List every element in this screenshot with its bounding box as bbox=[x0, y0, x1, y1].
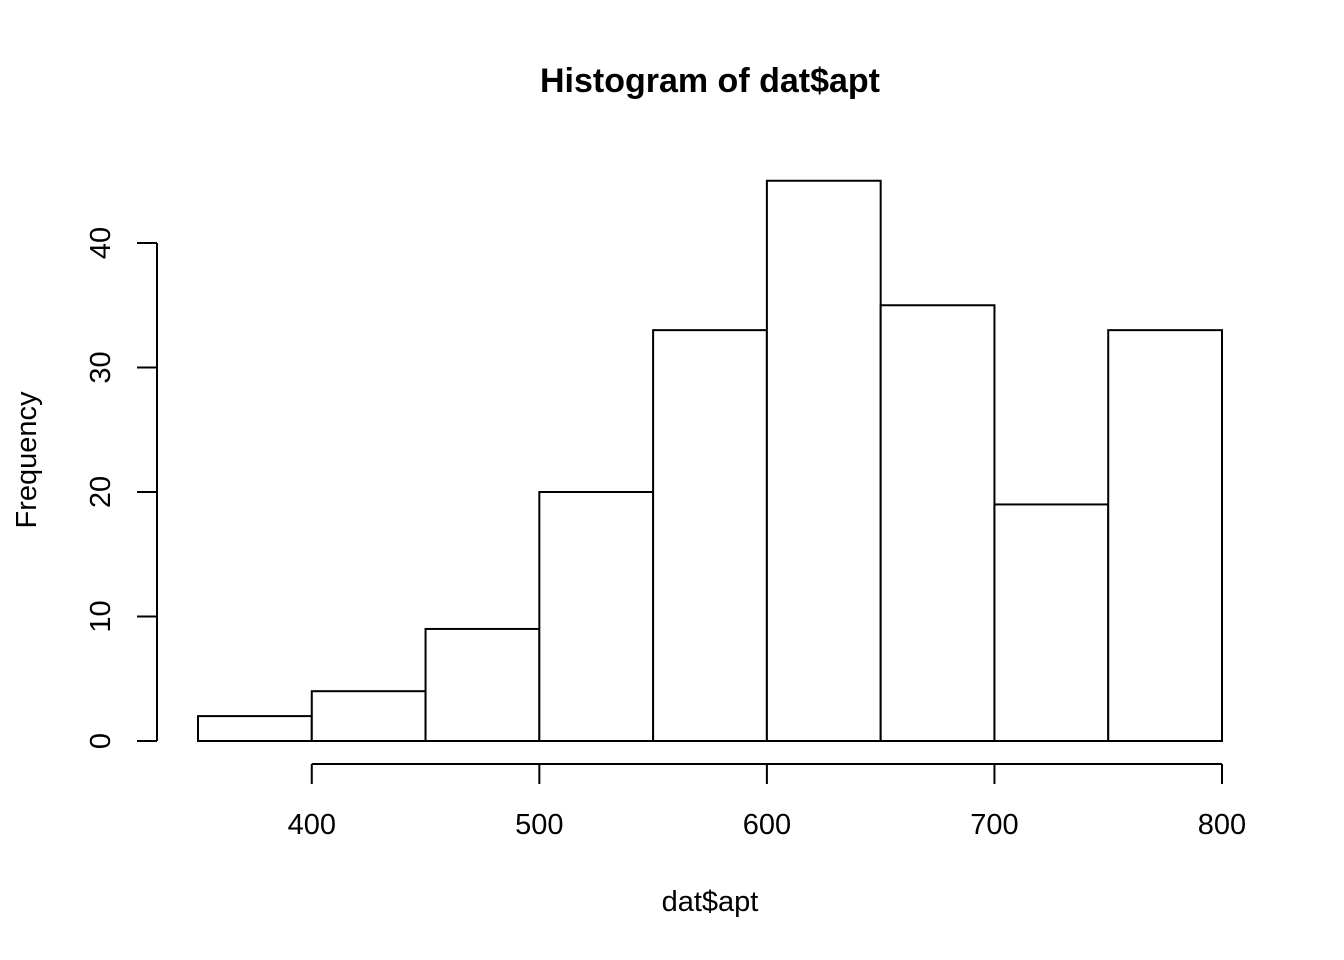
histogram-bar-700-750 bbox=[993, 503, 1110, 743]
y-tick-label: 20 bbox=[85, 476, 117, 508]
histogram-bar-600-650 bbox=[765, 179, 882, 742]
x-tick-label: 600 bbox=[743, 809, 791, 841]
chart-title: Histogram of dat$apt bbox=[540, 62, 880, 100]
y-tick-label: 30 bbox=[85, 351, 117, 383]
x-axis: 400 500 600 700 800 bbox=[288, 763, 1246, 841]
y-axis-label: Frequency bbox=[11, 391, 43, 529]
histogram-bar-650-700 bbox=[879, 304, 996, 742]
histogram-bars bbox=[197, 179, 1223, 743]
histogram-bar-450-500 bbox=[424, 627, 541, 743]
histogram-bar-550-600 bbox=[652, 329, 768, 742]
x-axis-label: dat$apt bbox=[662, 886, 759, 918]
x-tick-label: 500 bbox=[515, 809, 563, 841]
y-tick-label: 0 bbox=[85, 733, 117, 749]
x-tick-label: 800 bbox=[1198, 809, 1246, 841]
x-tick-label: 400 bbox=[288, 809, 336, 841]
histogram-bar-500-550 bbox=[538, 491, 655, 742]
histogram-bar-400-450 bbox=[310, 690, 427, 743]
x-tick-label: 700 bbox=[970, 809, 1018, 841]
y-tick-label: 10 bbox=[85, 600, 117, 632]
histogram-bar-350-400 bbox=[197, 715, 313, 742]
histogram-bar-750-800 bbox=[1107, 329, 1223, 742]
y-tick-label: 40 bbox=[85, 227, 117, 259]
y-axis: 0 10 20 30 40 bbox=[85, 227, 158, 749]
